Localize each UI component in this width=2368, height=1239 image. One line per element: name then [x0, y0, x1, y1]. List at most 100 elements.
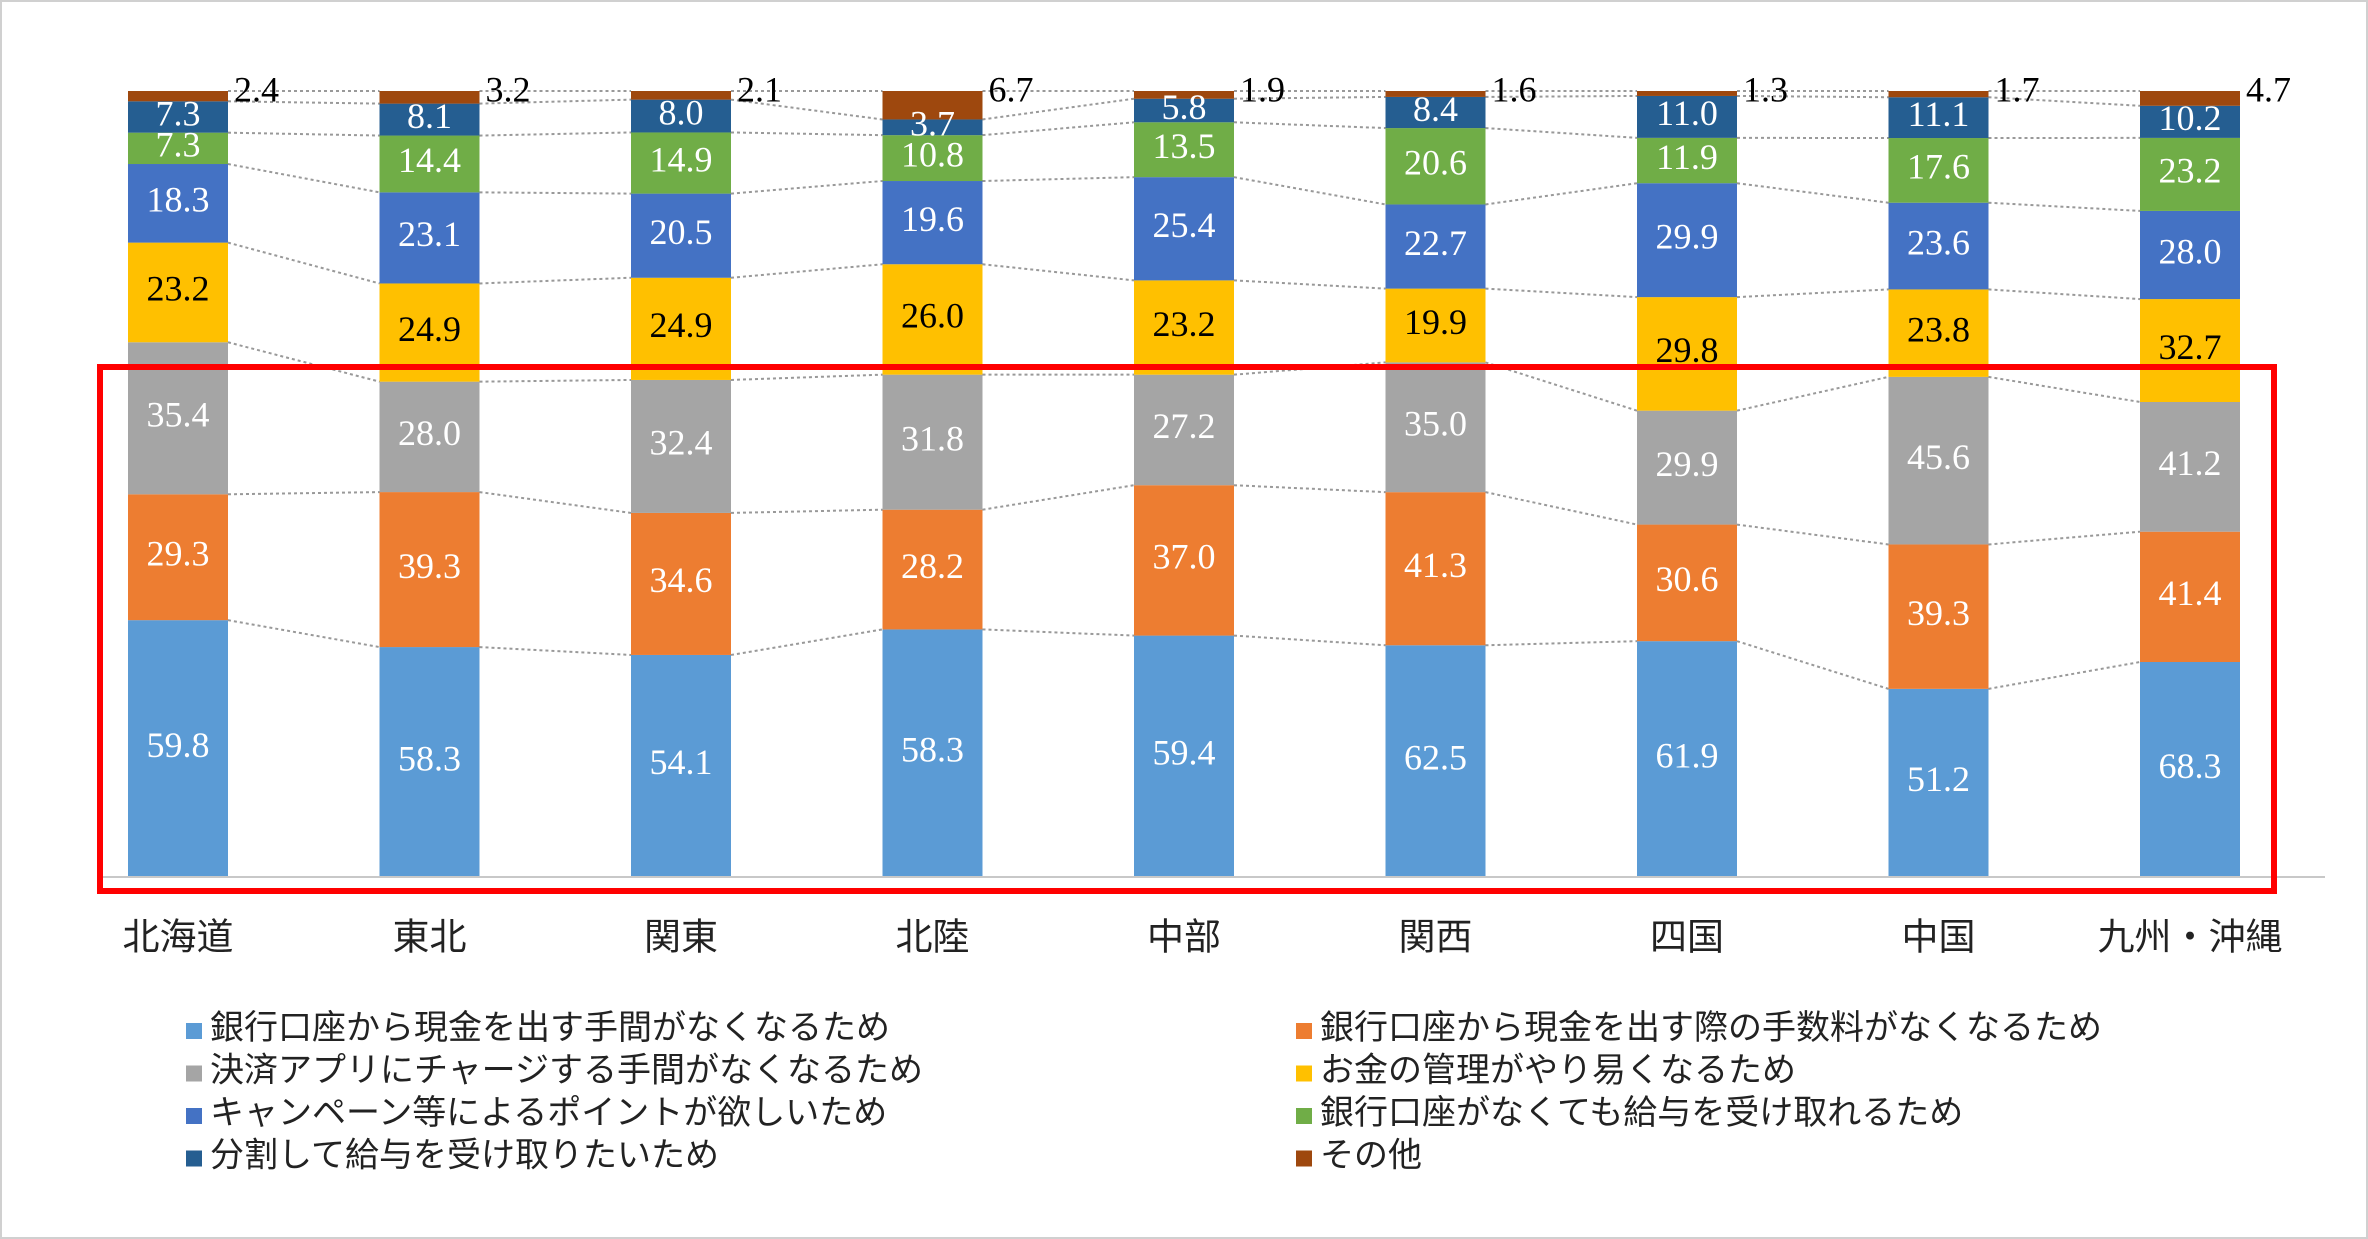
legend-swatch: [186, 1108, 202, 1124]
data-label: 3.2: [486, 69, 531, 109]
series-line: [1988, 375, 2141, 403]
x-tick-label: 東北: [393, 916, 467, 958]
data-label: 17.6: [1907, 147, 1970, 187]
data-label: 68.3: [2159, 746, 2222, 786]
series-line: [1988, 530, 2141, 546]
data-label: 14.4: [398, 140, 461, 180]
series-line: [730, 508, 883, 514]
series-line: [1485, 94, 1638, 98]
legend-label: その他: [1320, 1137, 1422, 1174]
bar-segment: [128, 620, 228, 877]
data-label: 19.9: [1404, 302, 1467, 342]
bar-segment: [379, 103, 480, 136]
series-line: [1233, 176, 1386, 206]
series-line: [982, 263, 1135, 282]
series-lines: [227, 90, 2141, 690]
bar-segment: [1637, 137, 1737, 184]
series-line: [1736, 640, 1889, 690]
legend-label: キャンペーン等によるポイントが欲しいため: [210, 1094, 887, 1132]
x-tick-label: 北海道: [123, 916, 234, 958]
data-label: 11.1: [1908, 94, 1970, 134]
series-line: [1233, 121, 1386, 130]
series-line: [1485, 127, 1638, 139]
data-label: 34.6: [650, 560, 713, 600]
data-label: 29.3: [147, 533, 210, 573]
data-label: 61.9: [1656, 735, 1719, 775]
bar-segment: [128, 132, 228, 165]
bar-segment: [2140, 299, 2240, 403]
series-line: [479, 646, 632, 656]
series-line: [479, 378, 632, 383]
x-tick-label: 九州・沖縄: [2098, 917, 2283, 958]
series-line: [730, 131, 883, 137]
series-line: [227, 491, 380, 496]
bar-segment: [379, 647, 480, 877]
data-label: 10.2: [2159, 98, 2222, 138]
legend-swatch: [1296, 1023, 1312, 1039]
bar-segment: [1888, 202, 1989, 290]
data-label: 29.8: [1656, 330, 1719, 370]
bar-segment: [631, 132, 731, 194]
data-label: 14.9: [650, 139, 713, 179]
bar-segment: [2140, 210, 2240, 300]
bar-segment: [1637, 95, 1737, 138]
x-tick-label: 関西: [1399, 917, 1473, 958]
data-label: 4.7: [2246, 69, 2291, 109]
data-label: 6.7: [989, 69, 1034, 109]
bar-segment: [1637, 183, 1737, 298]
bar-segment: [1637, 524, 1737, 642]
data-label: 28.0: [398, 413, 461, 453]
bar-segment: [1134, 280, 1234, 375]
bar-segment: [631, 99, 731, 133]
bar-segment: [1637, 641, 1737, 877]
bar-segment: [1134, 122, 1234, 178]
data-label: 41.4: [2159, 573, 2222, 613]
data-label: 35.4: [147, 395, 210, 435]
series-line: [1233, 279, 1386, 290]
series-line: [1485, 640, 1638, 647]
legend-label: 銀行口座から現金を出す際の手数料がなくなるため: [1320, 1009, 2102, 1047]
bar-segment: [1134, 635, 1234, 877]
bar-segment: [1134, 177, 1234, 281]
series-line: [227, 163, 380, 194]
series-line: [1736, 182, 1889, 204]
data-label: 39.3: [398, 546, 461, 586]
data-label: 1.9: [1240, 69, 1285, 109]
data-label: 30.6: [1656, 559, 1719, 599]
bar-segment: [882, 119, 983, 136]
legend-label: お金の管理がやり易くなるため: [1320, 1051, 1796, 1089]
bar-segment: [882, 509, 983, 630]
series-line: [982, 484, 1135, 511]
data-label: 23.1: [398, 214, 461, 254]
data-label: 11.9: [1656, 137, 1718, 177]
series-line: [227, 100, 380, 105]
data-label: 35.0: [1404, 404, 1467, 444]
data-label: 51.2: [1907, 759, 1970, 799]
bar-segment: [1888, 138, 1989, 203]
bar-segment: [1888, 289, 1989, 377]
legend-label: 決済アプリにチャージする手間がなくなるため: [210, 1051, 923, 1089]
series-line: [479, 491, 632, 514]
bar-segment: [2140, 105, 2240, 138]
data-label: 59.4: [1153, 733, 1216, 773]
bar-segment: [1385, 128, 1486, 205]
series-line: [730, 628, 883, 656]
data-label: 32.4: [650, 423, 713, 463]
bar-segment: [1385, 288, 1486, 363]
bar-segment: [631, 654, 731, 877]
data-label: 24.9: [650, 305, 713, 345]
data-label: 1.7: [1995, 69, 2040, 109]
bar-segment: [379, 381, 480, 493]
series-line: [982, 121, 1135, 137]
bar-segment: [631, 193, 731, 278]
x-tick-label: 北陸: [896, 916, 970, 958]
series-line: [1485, 182, 1638, 206]
series-line: [1988, 661, 2141, 690]
bar-segment: [379, 192, 480, 284]
highlight-box: [97, 364, 2277, 894]
data-label: 29.9: [1656, 216, 1719, 256]
data-label: 2.4: [234, 69, 279, 109]
bar-segment: [1637, 91, 1737, 96]
series-line: [1233, 484, 1386, 494]
